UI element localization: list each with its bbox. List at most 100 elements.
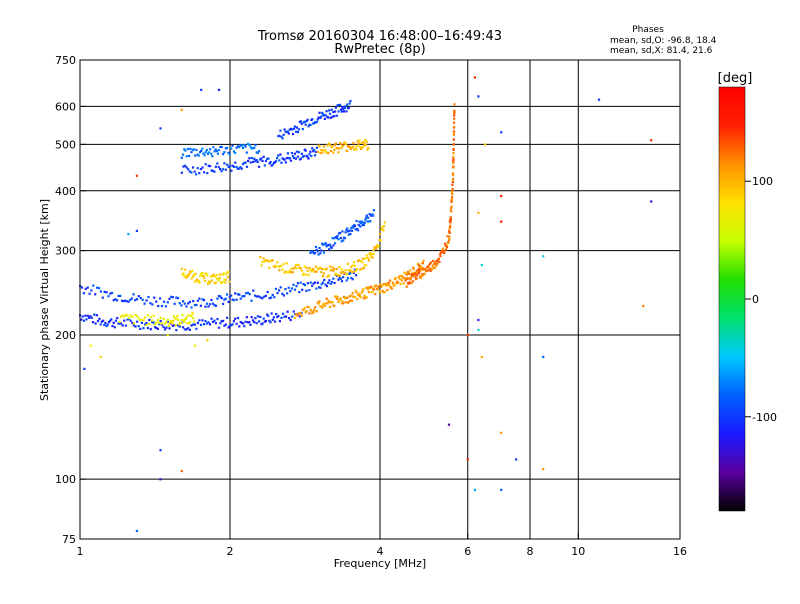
- data-point: [192, 323, 195, 326]
- data-point: [264, 159, 268, 163]
- data-point: [362, 141, 365, 144]
- x-tick-label: 16: [673, 545, 687, 558]
- data-point: [348, 145, 351, 148]
- data-point: [412, 271, 415, 274]
- data-point: [236, 167, 239, 170]
- data-point: [168, 322, 171, 325]
- data-point: [264, 294, 267, 297]
- data-point: [443, 251, 446, 254]
- data-point: [353, 224, 357, 227]
- data-point: [166, 334, 169, 337]
- chart-title-line1: Tromsø 20160304 16:48:00–16:49:43: [257, 29, 502, 44]
- data-point: [175, 317, 178, 320]
- data-point: [370, 285, 373, 288]
- data-point: [313, 149, 316, 152]
- data-point: [217, 149, 221, 152]
- data-point: [330, 281, 334, 284]
- colorbar-tick-label: 100: [752, 175, 773, 188]
- data-point: [318, 111, 321, 114]
- data-point: [131, 321, 134, 324]
- data-point: [206, 152, 209, 155]
- data-point: [427, 264, 430, 267]
- data-point: [312, 150, 315, 153]
- data-point: [420, 273, 423, 276]
- data-point: [334, 110, 337, 113]
- data-point: [320, 148, 323, 152]
- data-point: [222, 302, 225, 305]
- data-point: [451, 172, 455, 175]
- data-point: [360, 267, 363, 270]
- data-point: [428, 262, 432, 265]
- data-point: [240, 321, 243, 324]
- data-point: [190, 306, 193, 309]
- data-point: [451, 173, 455, 177]
- data-point: [115, 299, 119, 302]
- data-point: [480, 355, 483, 359]
- data-point: [126, 314, 129, 317]
- data-point: [283, 128, 286, 131]
- data-point: [164, 305, 167, 308]
- data-point: [294, 157, 297, 160]
- data-point: [214, 275, 217, 278]
- data-point: [278, 320, 281, 323]
- data-point: [185, 274, 188, 277]
- data-point: [349, 299, 352, 302]
- data-point: [182, 165, 185, 168]
- data-point: [143, 316, 147, 319]
- data-point: [203, 279, 207, 283]
- data-point: [339, 298, 342, 301]
- data-point: [300, 152, 303, 155]
- data-point: [326, 302, 329, 305]
- data-point: [317, 116, 320, 119]
- data-point: [350, 270, 354, 273]
- data-point: [314, 245, 317, 249]
- data-point: [650, 139, 653, 142]
- data-point: [196, 278, 199, 281]
- data-point: [117, 322, 120, 325]
- data-point: [224, 147, 227, 150]
- data-point: [408, 272, 411, 275]
- data-point: [356, 294, 360, 297]
- data-point: [215, 277, 218, 280]
- data-point: [328, 243, 332, 246]
- data-point: [293, 125, 297, 128]
- data-point: [137, 325, 140, 328]
- data-point: [131, 315, 134, 318]
- data-point: [362, 257, 365, 260]
- data-point: [143, 302, 146, 305]
- data-point: [369, 220, 372, 223]
- data-point: [319, 286, 322, 289]
- data-point: [320, 115, 323, 118]
- data-point: [215, 281, 218, 284]
- data-point: [420, 268, 423, 271]
- data-point: [343, 272, 346, 275]
- data-point: [379, 239, 382, 242]
- data-point: [402, 282, 405, 285]
- data-point: [297, 128, 300, 131]
- data-point: [137, 317, 140, 320]
- data-point: [381, 225, 384, 228]
- data-point: [322, 145, 326, 148]
- data-point: [542, 468, 545, 471]
- x-tick-label: 10: [571, 545, 585, 558]
- data-point: [185, 316, 188, 319]
- data-point: [141, 298, 144, 301]
- data-point: [174, 324, 177, 327]
- data-point: [356, 227, 359, 231]
- data-point: [353, 268, 356, 271]
- data-point: [359, 146, 362, 149]
- data-point: [170, 319, 173, 323]
- data-point: [300, 122, 303, 125]
- data-point: [356, 298, 359, 301]
- data-point: [337, 238, 340, 241]
- data-point: [120, 322, 123, 325]
- data-point: [246, 321, 250, 324]
- data-point: [321, 111, 324, 114]
- data-point: [188, 170, 191, 173]
- data-point: [299, 157, 302, 160]
- data-point: [401, 275, 404, 278]
- data-point: [336, 104, 339, 107]
- data-point: [120, 315, 123, 318]
- data-point: [254, 294, 257, 297]
- data-point: [198, 151, 202, 154]
